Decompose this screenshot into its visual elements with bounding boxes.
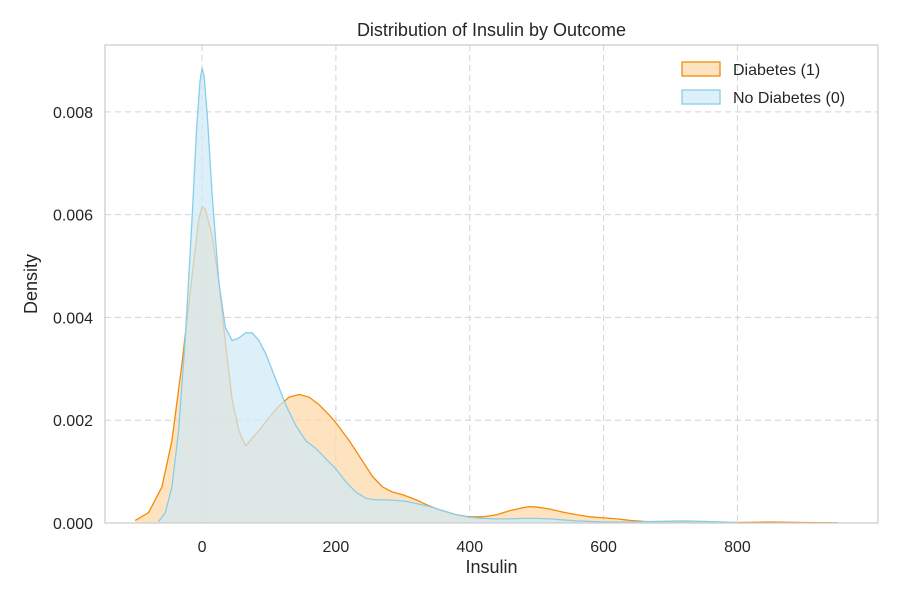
x-tick-label: 800 <box>724 539 751 556</box>
y-tick-label: 0.000 <box>53 516 93 533</box>
y-tick-label: 0.008 <box>53 105 93 122</box>
y-tick-label: 0.004 <box>53 310 93 327</box>
density-line-no-diabetes <box>158 67 738 524</box>
legend-swatch-diabetes <box>681 61 721 77</box>
y-tick-label: 0.002 <box>53 413 93 430</box>
chart-title: Distribution of Insulin by Outcome <box>357 20 626 40</box>
x-axis-label: Insulin <box>465 557 517 577</box>
y-axis-label: Density <box>21 254 41 314</box>
x-tick-label: 600 <box>590 539 617 556</box>
y-tick-label: 0.006 <box>53 208 93 225</box>
density-area-no-diabetes <box>158 68 738 523</box>
tick-group: 0 200 400 600 800 0.000 0.002 0.004 0.006 0.008 <box>53 105 751 556</box>
area-group <box>134 67 838 524</box>
x-tick-label: 200 <box>323 539 350 556</box>
legend-swatch-no-diabetes <box>681 89 721 105</box>
plot-frame <box>104 44 879 524</box>
x-tick-label: 0 <box>198 539 207 556</box>
legend-label-diabetes: Diabetes (1) <box>733 62 820 79</box>
legend: Diabetes (1) No Diabetes (0) <box>681 61 845 107</box>
x-tick-label: 400 <box>456 539 483 556</box>
legend-label-no-diabetes: No Diabetes (0) <box>733 90 845 107</box>
